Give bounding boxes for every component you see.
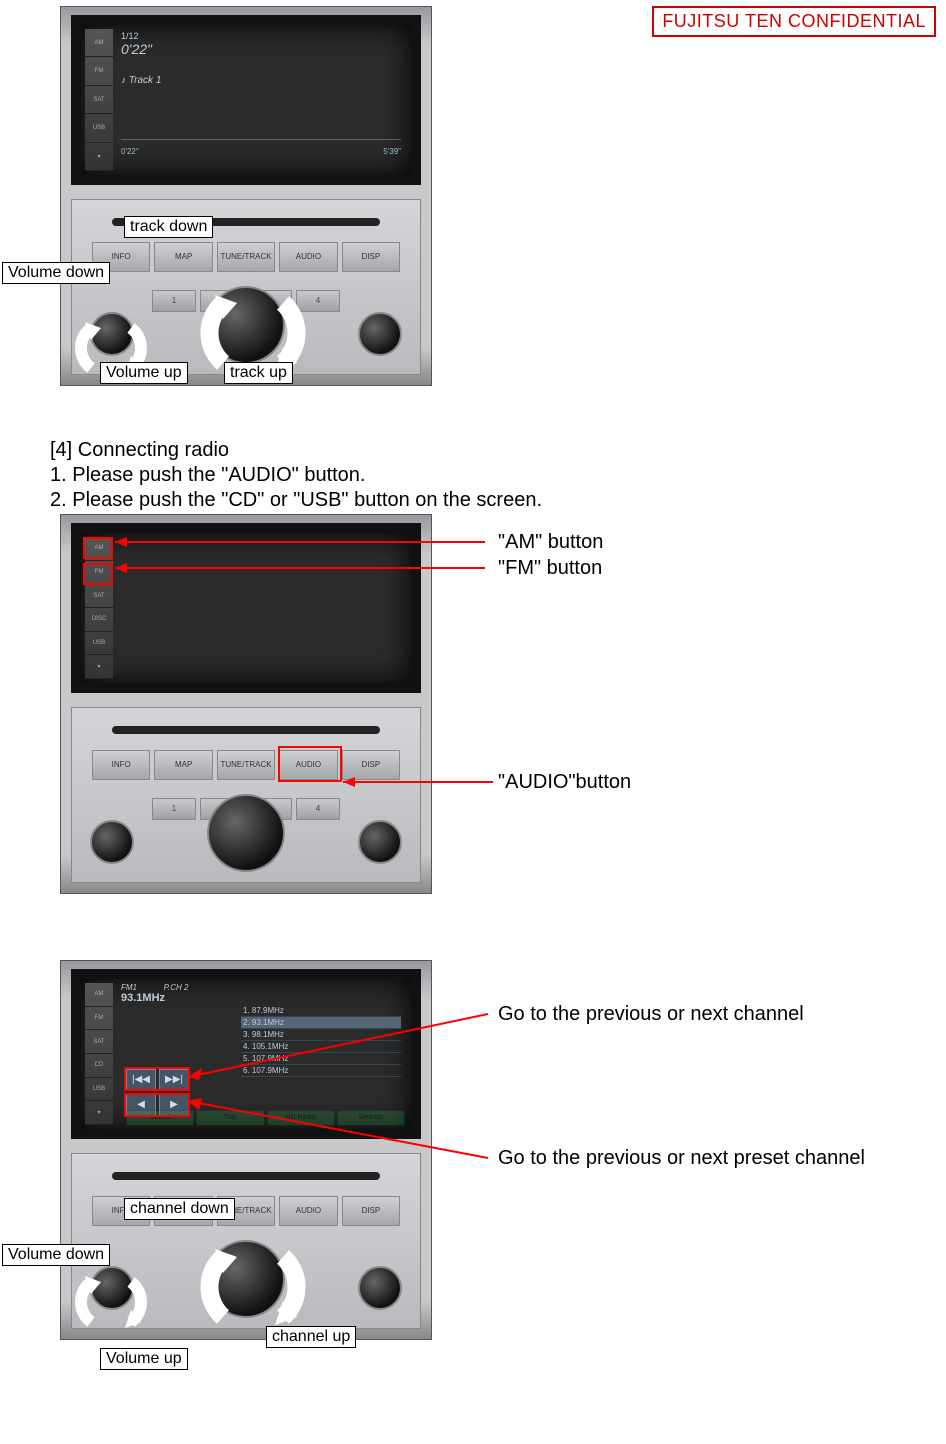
pointer-audio-icon bbox=[343, 772, 503, 792]
disc-slot-2 bbox=[112, 726, 380, 734]
page-root: FUJITSU TEN CONFIDENTIAL AMFMSATUSB▾ 1/1… bbox=[0, 0, 946, 1444]
hu1-screen: AMFMSATUSB▾ 1/12 0'22" ♪ Track 1 0'22" 5… bbox=[71, 15, 421, 185]
hu3-btn-audio[interactable]: AUDIO bbox=[279, 1196, 337, 1226]
callout-audio: "AUDIO"button bbox=[498, 771, 631, 794]
callout-chan: Go to the previous or next channel bbox=[498, 1003, 804, 1026]
hu1-track-no: 1/12 bbox=[121, 31, 405, 41]
pointer-chan-icon bbox=[188, 1002, 508, 1082]
label-volume-down-3: Volume down bbox=[2, 1244, 110, 1266]
pointer-fm-icon bbox=[115, 560, 495, 600]
hu1-track-title: ♪ Track 1 bbox=[121, 75, 405, 86]
hu2-btn-info[interactable]: INFO bbox=[92, 750, 150, 780]
preset-4[interactable]: 4 bbox=[296, 290, 340, 312]
hu3-face: INFO MAP TUNE/TRACK AUDIO DISP bbox=[71, 1153, 421, 1329]
hu1-btn-map[interactable]: MAP bbox=[154, 242, 212, 272]
hu1-sidebar: AMFMSATUSB▾ bbox=[85, 29, 113, 171]
power-knob-2[interactable] bbox=[358, 820, 402, 864]
label-volume-up-3: Volume up bbox=[100, 1348, 188, 1370]
hu1-button-row: INFO MAP TUNE/TRACK AUDIO DISP bbox=[92, 242, 400, 272]
tune-knob[interactable] bbox=[207, 286, 285, 364]
sb3-usb[interactable]: USB bbox=[85, 1078, 113, 1102]
hu1-progress: 0'22" 5'39" bbox=[121, 139, 401, 163]
tune-knob-2[interactable] bbox=[207, 794, 285, 872]
callout-fm: "FM" button bbox=[498, 557, 602, 580]
label-channel-down: channel down bbox=[124, 1198, 235, 1220]
volume-knob-2[interactable] bbox=[90, 820, 134, 864]
hu3-btn-disp[interactable]: DISP bbox=[342, 1196, 400, 1226]
confidential-stamp: FUJITSU TEN CONFIDENTIAL bbox=[652, 6, 936, 37]
preset-1[interactable]: 1 bbox=[152, 290, 196, 312]
sb3-sat[interactable]: SAT bbox=[85, 1030, 113, 1054]
hu2-btn-map[interactable]: MAP bbox=[154, 750, 212, 780]
sb3-am[interactable]: AM bbox=[85, 983, 113, 1007]
sec2-heading: [4] Connecting radio bbox=[50, 437, 229, 463]
hu2-btn-tune[interactable]: TUNE/TRACK bbox=[217, 750, 275, 780]
sb-sat[interactable]: SAT bbox=[85, 584, 113, 608]
hu1-btn-audio[interactable]: AUDIO bbox=[279, 242, 337, 272]
callout-am: "AM" button bbox=[498, 531, 603, 554]
hu1-pos-right: 5'39" bbox=[383, 147, 401, 156]
hu1-btn-tune[interactable]: TUNE/TRACK bbox=[217, 242, 275, 272]
hu3-pch: P.CH 2 bbox=[164, 983, 189, 992]
hu1-elapsed: 0'22" bbox=[121, 41, 405, 57]
sb3-fm[interactable]: FM bbox=[85, 1007, 113, 1031]
tune-knob-3[interactable] bbox=[207, 1240, 285, 1318]
headunit-figure-1: AMFMSATUSB▾ 1/12 0'22" ♪ Track 1 0'22" 5… bbox=[60, 6, 432, 386]
sb-usb[interactable]: USB bbox=[85, 632, 113, 656]
volume-knob-3[interactable] bbox=[90, 1266, 134, 1310]
hu3-band: FM1 bbox=[121, 983, 137, 992]
highlight-chan-box bbox=[124, 1067, 190, 1091]
hu1-btn-disp[interactable]: DISP bbox=[342, 242, 400, 272]
highlight-fm-box bbox=[83, 563, 113, 585]
sec2-line2: 1. Please push the "AUDIO" button. bbox=[50, 462, 366, 488]
sb3-more[interactable]: ▾ bbox=[85, 1101, 113, 1125]
label-channel-up: channel up bbox=[266, 1326, 356, 1348]
hu1-pos-left: 0'22" bbox=[121, 147, 139, 156]
callout-preset: Go to the previous or next preset channe… bbox=[498, 1147, 865, 1170]
preset2-4[interactable]: 4 bbox=[296, 798, 340, 820]
sb-more[interactable]: ▾ bbox=[85, 655, 113, 679]
sb-disc[interactable]: DISC bbox=[85, 608, 113, 632]
label-volume-up: Volume up bbox=[100, 362, 188, 384]
volume-knob[interactable] bbox=[90, 312, 134, 356]
highlight-audio-box bbox=[278, 746, 342, 782]
pointer-preset-icon bbox=[188, 1096, 508, 1176]
hu1-nowplaying: 1/12 0'22" ♪ Track 1 bbox=[121, 31, 405, 86]
highlight-preset-box bbox=[124, 1093, 190, 1117]
preset2-1[interactable]: 1 bbox=[152, 798, 196, 820]
hu2-face: INFO MAP TUNE/TRACK AUDIO DISP 1 2 3 4 bbox=[71, 707, 421, 883]
label-track-down: track down bbox=[124, 216, 213, 238]
power-knob[interactable] bbox=[358, 312, 402, 356]
sb3-cd[interactable]: CD bbox=[85, 1054, 113, 1078]
label-track-up: track up bbox=[224, 362, 293, 384]
highlight-am-box bbox=[83, 537, 113, 559]
hu3-sidebar: AM FM SAT CD USB ▾ bbox=[85, 983, 113, 1125]
power-knob-3[interactable] bbox=[358, 1266, 402, 1310]
sec2-line3: 2. Please push the "CD" or "USB" button … bbox=[50, 487, 542, 513]
label-volume-down: Volume down bbox=[2, 262, 110, 284]
